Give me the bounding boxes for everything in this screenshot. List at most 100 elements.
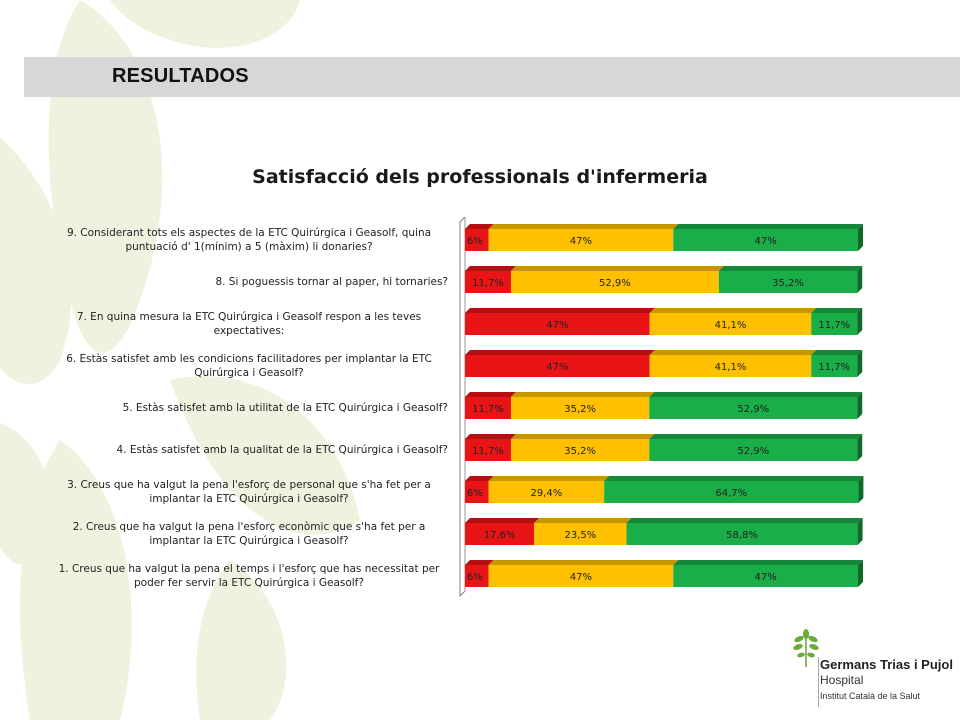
data-label: 35,2% [564, 446, 596, 457]
bar-segment [626, 523, 858, 545]
bar-segment [465, 439, 511, 461]
category-label: 4. Estàs satisfet amb la qualitat de la … [116, 444, 448, 456]
bar-segment [811, 313, 858, 335]
bar-segment-top [718, 266, 863, 271]
bar-segment [488, 229, 674, 251]
bar-segment [465, 313, 650, 335]
bar-segment [465, 271, 511, 293]
logo-name: Germans Trias i Pujol [820, 657, 953, 672]
bar-segment-top [510, 266, 724, 271]
bar-segment [673, 565, 858, 587]
bar-segment [488, 481, 605, 503]
bar-segment [465, 523, 535, 545]
bar-segment-top [673, 224, 863, 229]
bar-segment-top [465, 434, 516, 439]
bar-segment-top [649, 434, 863, 439]
bar-segment-top [673, 560, 863, 565]
bar-segment [534, 523, 627, 545]
data-label: 52,9% [599, 278, 631, 289]
bar-segment-top [465, 392, 516, 397]
data-label: 47% [755, 572, 777, 583]
bar-segment-top [488, 560, 679, 565]
bar-segment-top [510, 434, 655, 439]
data-label: 11,7% [472, 278, 504, 289]
bar-segment [488, 565, 674, 587]
bar-segment-side [858, 224, 863, 251]
data-label: 11,7% [818, 362, 850, 373]
bar-segment-side [857, 266, 863, 293]
bar-segment [718, 271, 858, 293]
hospital-logo: Germans Trias i Pujol Hospital Institut … [792, 628, 960, 720]
data-label: 35,2% [772, 278, 804, 289]
background-leaf [0, 422, 52, 566]
data-label: 11,7% [472, 404, 504, 415]
data-label: 11,7% [472, 446, 504, 457]
bar-segment [673, 229, 858, 251]
category-label: 7. En quina mesura la ETC Quirúrgica i G… [76, 311, 422, 337]
data-label: 6% [467, 236, 483, 247]
data-label: 47% [570, 236, 592, 247]
bar-segment-top [649, 392, 863, 397]
category-label: 1. Creus que ha valgut la pena el temps … [58, 563, 440, 589]
background-leaf [110, 0, 300, 48]
data-label: 35,2% [564, 404, 596, 415]
bar-segment-top [465, 224, 494, 229]
bar-segment-top [488, 224, 679, 229]
bar-segment-top [811, 308, 863, 313]
data-label: 11,7% [818, 320, 850, 331]
data-label: 58,8% [726, 530, 758, 541]
data-label: 6% [467, 488, 483, 499]
bar-segment-top [465, 266, 516, 271]
bar-segment [510, 271, 719, 293]
bar-segment-side [858, 476, 864, 503]
bar-segment-top [604, 476, 864, 481]
bar-segment-top [510, 392, 655, 397]
bar-segment [465, 229, 489, 251]
bar-segment-top [811, 350, 863, 355]
bar-segment [465, 397, 511, 419]
data-label: 47% [570, 572, 592, 583]
data-label: 23,5% [564, 530, 596, 541]
bar-segment [465, 565, 489, 587]
logo-divider [818, 657, 819, 707]
data-label: 64,7% [715, 488, 747, 499]
data-label: 52,9% [737, 446, 769, 457]
category-label: 8. Si poguessis tornar al paper, hi torn… [215, 276, 448, 288]
data-label: 47% [546, 362, 568, 373]
bar-segment [649, 439, 858, 461]
bar-segment-top [465, 308, 655, 313]
header-bar: RESULTADOS [24, 57, 960, 97]
data-label: 47% [755, 236, 777, 247]
data-label: 52,9% [737, 404, 769, 415]
bar-segment-side [858, 560, 863, 587]
category-label: 2. Creus que ha valgut la pena l'esforç … [72, 521, 426, 547]
bar-segment [649, 397, 858, 419]
bar-segment-top [488, 476, 610, 481]
bar-segment [510, 439, 650, 461]
chart-axis-wall [459, 216, 466, 598]
bar-segment-side [857, 434, 863, 461]
sprout-icon [793, 629, 819, 667]
background-leaf [170, 376, 360, 535]
logo-subtitle: Hospital [820, 673, 864, 687]
bar-segment-top [465, 518, 540, 523]
bar-segment-side [857, 308, 863, 335]
bar-segment-side [857, 518, 863, 545]
bar-segment [604, 481, 859, 503]
category-label: 9. Considerant tots els aspectes de la E… [66, 227, 432, 253]
bar-segment-top [465, 560, 494, 565]
bar-segment-top [626, 518, 863, 523]
data-label: 29,4% [530, 488, 562, 499]
bar-segment [811, 355, 858, 377]
category-label: 3. Creus que ha valgut la pena l'esforç … [67, 479, 431, 505]
data-label: 17,6% [484, 530, 516, 541]
category-label: 6. Estàs satisfet amb les condicions fac… [66, 353, 432, 379]
bar-segment [649, 313, 812, 335]
background-leaf [196, 560, 287, 720]
bar-segment-top [534, 518, 632, 523]
category-label: 5. Estàs satisfet amb la utilitat de la … [122, 402, 448, 414]
bar-segment [465, 481, 489, 503]
bar-segment [649, 355, 812, 377]
bar-segment-side [857, 350, 863, 377]
